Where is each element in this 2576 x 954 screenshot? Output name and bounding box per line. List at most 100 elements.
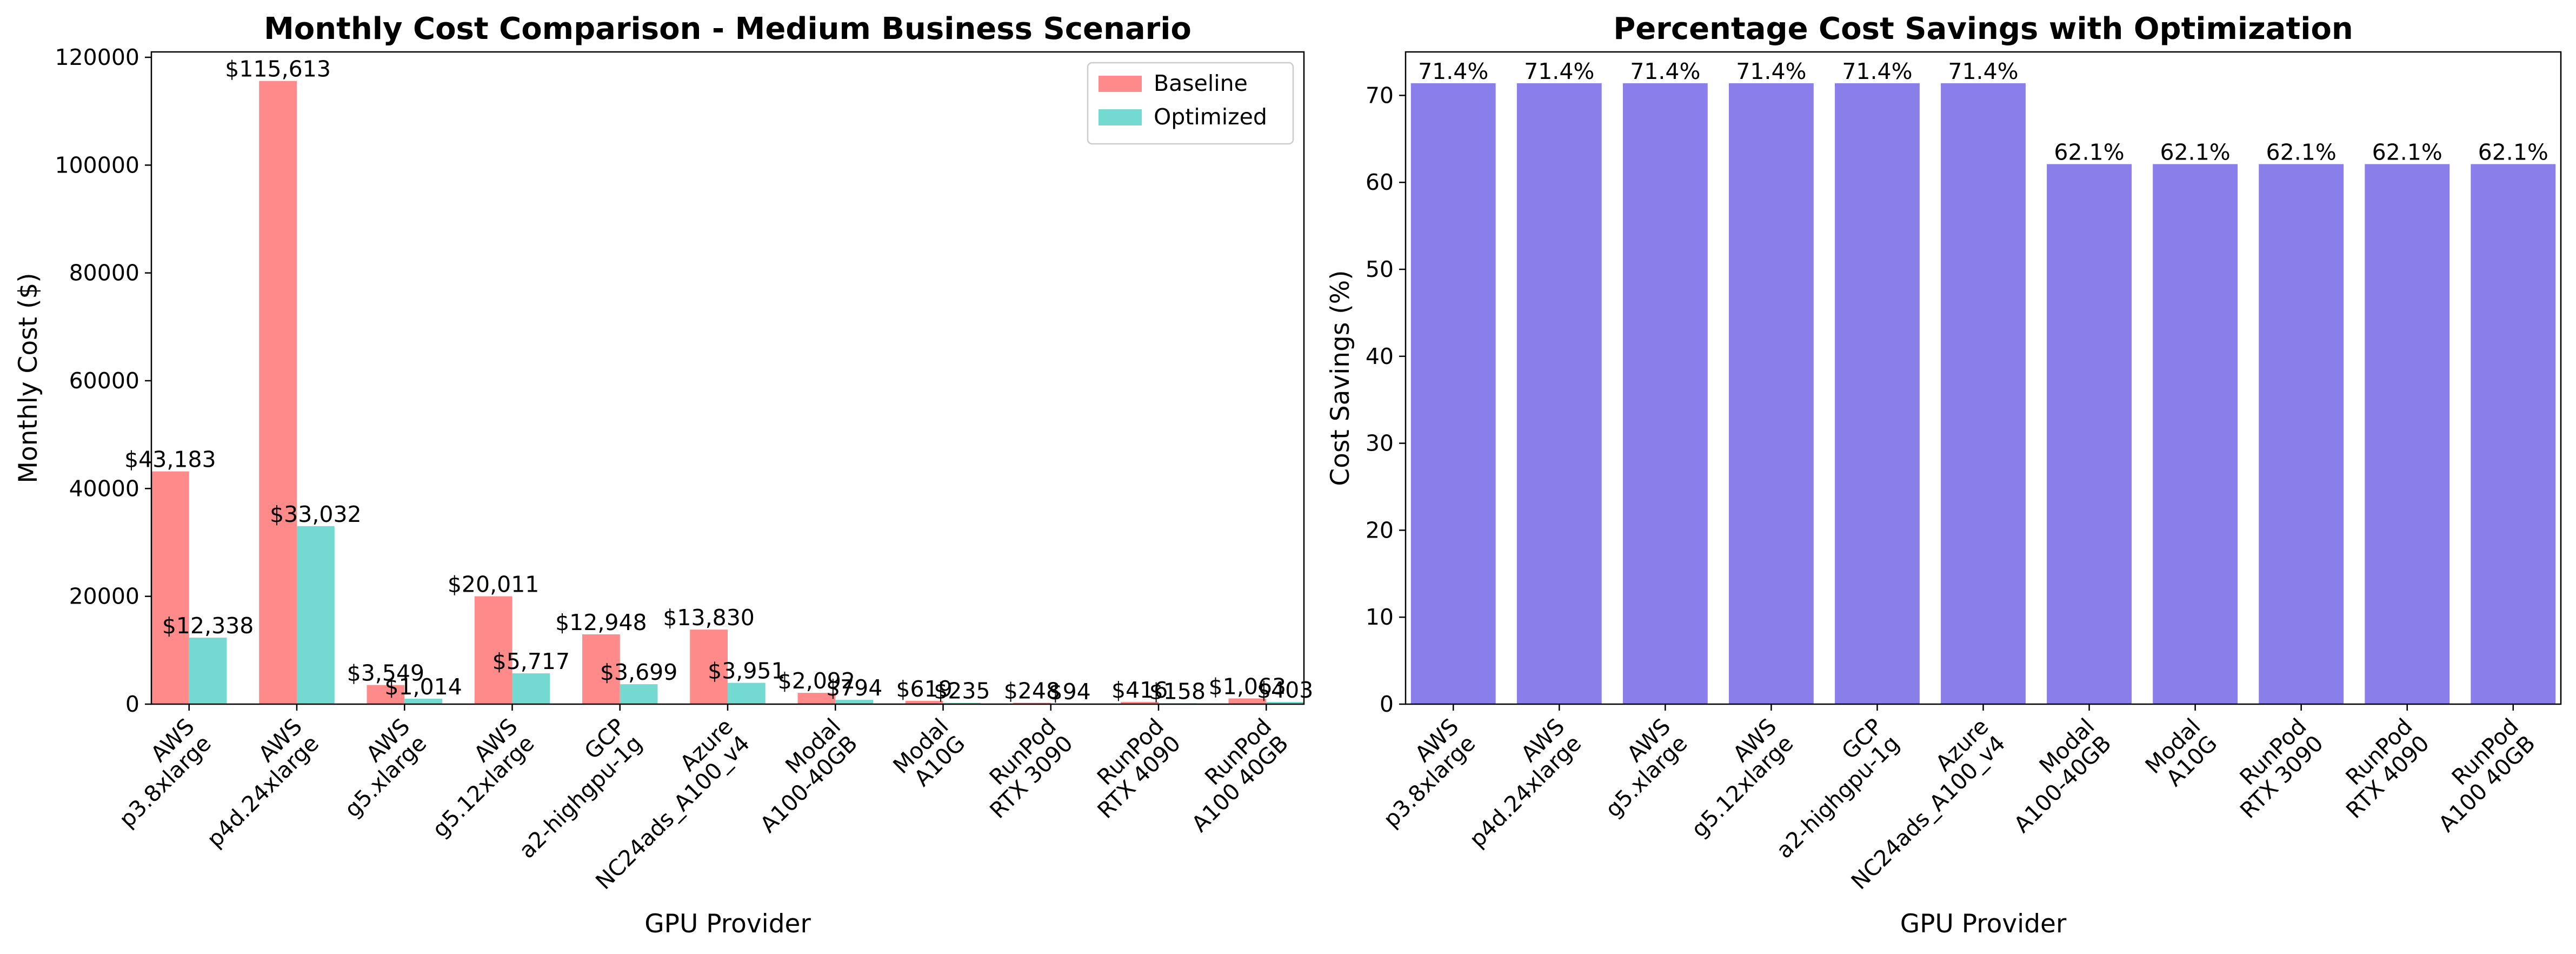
x-tick-label: AWSg5.xlarge (1583, 713, 1693, 823)
x-tick-label: ModalA10G (2140, 713, 2222, 796)
bar (1228, 698, 1267, 704)
bar (2047, 164, 2132, 704)
x-tick-label: AWSp4d.24xlarge (1447, 713, 1586, 852)
bar-value-label: $619 (896, 676, 952, 702)
bar-value-label: $3,951 (708, 658, 785, 684)
bar (1622, 83, 1708, 705)
bar-value-label: $20,011 (448, 572, 540, 598)
x-tick-label: RunPodRTX 4090 (1076, 713, 1186, 824)
bar (404, 698, 442, 704)
y-tick-label: 40 (1366, 343, 1394, 369)
bar-value-label: $94 (1048, 679, 1090, 705)
x-tick-label: RunPodA100 40GB (1170, 713, 1294, 837)
bar (582, 634, 620, 704)
bar (1121, 701, 1159, 704)
x-tick-label: RunPodRTX 3090 (2218, 713, 2328, 824)
bar-value-label: $33,032 (270, 501, 362, 527)
bar-value-label: 71.4% (1948, 58, 2018, 84)
bar-value-label: $248 (1004, 678, 1060, 704)
x-tick-label: ModalA10G (888, 713, 970, 796)
y-tick-label: 100000 (55, 152, 139, 178)
bar-value-label: $2,092 (778, 668, 855, 694)
y-tick-label: 60000 (69, 368, 139, 394)
x-axis-label: GPU Provider (644, 909, 811, 939)
bar (1410, 83, 1496, 705)
x-tick-label: RunPodA100 40GB (2417, 713, 2540, 837)
bar-value-label: $43,183 (124, 447, 216, 473)
bar-value-label: 71.4% (1736, 58, 1806, 84)
bar (905, 700, 943, 704)
bar-value-label: 62.1% (2266, 139, 2337, 165)
bar-value-label: $235 (934, 678, 990, 704)
y-axis-label: Monthly Cost ($) (14, 273, 43, 483)
bar-value-label: $12,948 (555, 610, 647, 635)
bar-value-label: 71.4% (1842, 58, 1912, 84)
bar (2471, 164, 2556, 704)
bar (835, 700, 873, 704)
bar-value-label: $1,063 (1209, 673, 1286, 699)
chart-title: Monthly Cost Comparison - Medium Busines… (264, 11, 1192, 47)
legend-entry: Baseline (1154, 70, 1248, 96)
bar-value-label: 62.1% (2054, 139, 2124, 165)
y-tick-label: 70 (1366, 82, 1394, 108)
y-tick-label: 30 (1366, 430, 1394, 456)
y-tick-label: 10 (1366, 604, 1394, 630)
bar (2153, 164, 2238, 704)
bar (259, 81, 297, 705)
bar (151, 471, 189, 704)
bar (690, 630, 728, 704)
bar (1516, 83, 1602, 705)
series-optimized: $12,338 $33,032 $1,014 $5,717 $3,699 $3,951 $7… (162, 501, 1313, 705)
y-tick-label: 20000 (69, 584, 139, 610)
bar-value-label: $403 (1257, 677, 1313, 703)
bar (2365, 164, 2450, 704)
bar-value-label: 71.4% (1524, 58, 1594, 84)
bar (620, 684, 658, 704)
y-tick-label: 0 (1380, 691, 1394, 717)
savings-percentage-chart: Percentage Cost Savings with Optimizatio… (1326, 11, 2562, 939)
bar (797, 693, 836, 704)
x-tick-label: AWSp4d.24xlarge (185, 713, 324, 852)
chart-title: Percentage Cost Savings with Optimizatio… (1613, 11, 2353, 47)
x-axis-label: GPU Provider (1900, 909, 2067, 939)
bar (1266, 701, 1304, 704)
bar (474, 596, 512, 704)
bar-value-label: $3,699 (600, 659, 677, 685)
y-tick-label: 40000 (69, 475, 139, 501)
bar (1941, 83, 2026, 705)
bar-value-label: $158 (1149, 678, 1206, 704)
x-tick-label: AWSp3.8xlarge (1361, 713, 1480, 832)
x-tick-label: AWSg5.12xlarge (1669, 713, 1799, 843)
bar (189, 638, 227, 704)
bar (2259, 164, 2344, 704)
x-tick-label: AWSp3.8xlarge (97, 713, 216, 832)
y-tick-label: 20 (1366, 517, 1394, 543)
bar-value-label: 62.1% (2160, 139, 2230, 165)
bar-value-label: $794 (826, 675, 882, 701)
series-savings: 71.4% 71.4% 71.4% 71.4% 71.4% 71.4% 62.1% 62.1%… (1410, 58, 2556, 705)
bar (512, 673, 550, 704)
legend-swatch (1099, 109, 1142, 125)
bar (367, 685, 405, 704)
bar (296, 526, 335, 704)
bar-value-label: 62.1% (2478, 139, 2548, 165)
x-tick-label: ModalA100-40GB (1992, 713, 2116, 838)
bar-value-label: $115,613 (225, 56, 331, 82)
x-tick-label: AWSg5.12xlarge (410, 713, 540, 843)
series-baseline: $43,183 $115,613 $3,549 $20,011 $12,948 $13,8… (124, 56, 1286, 705)
bar (728, 683, 766, 704)
x-tick-label: ModalA100-40GB (738, 713, 863, 838)
bar-value-label: 71.4% (1630, 58, 1700, 84)
bar-value-label: $3,549 (347, 660, 424, 686)
bar-value-label: 62.1% (2372, 139, 2442, 165)
y-tick-label: 50 (1366, 256, 1394, 282)
bar (1728, 83, 1814, 705)
legend-swatch (1099, 76, 1142, 92)
y-tick-label: 60 (1366, 169, 1394, 195)
x-tick-label: RunPodRTX 4090 (2324, 713, 2434, 824)
cost-comparison-chart: Monthly Cost Comparison - Medium Busines… (14, 11, 1313, 939)
bar-value-label: $13,830 (663, 605, 755, 631)
y-tick-label: 120000 (55, 44, 139, 70)
bar-value-label: 71.4% (1418, 58, 1488, 84)
